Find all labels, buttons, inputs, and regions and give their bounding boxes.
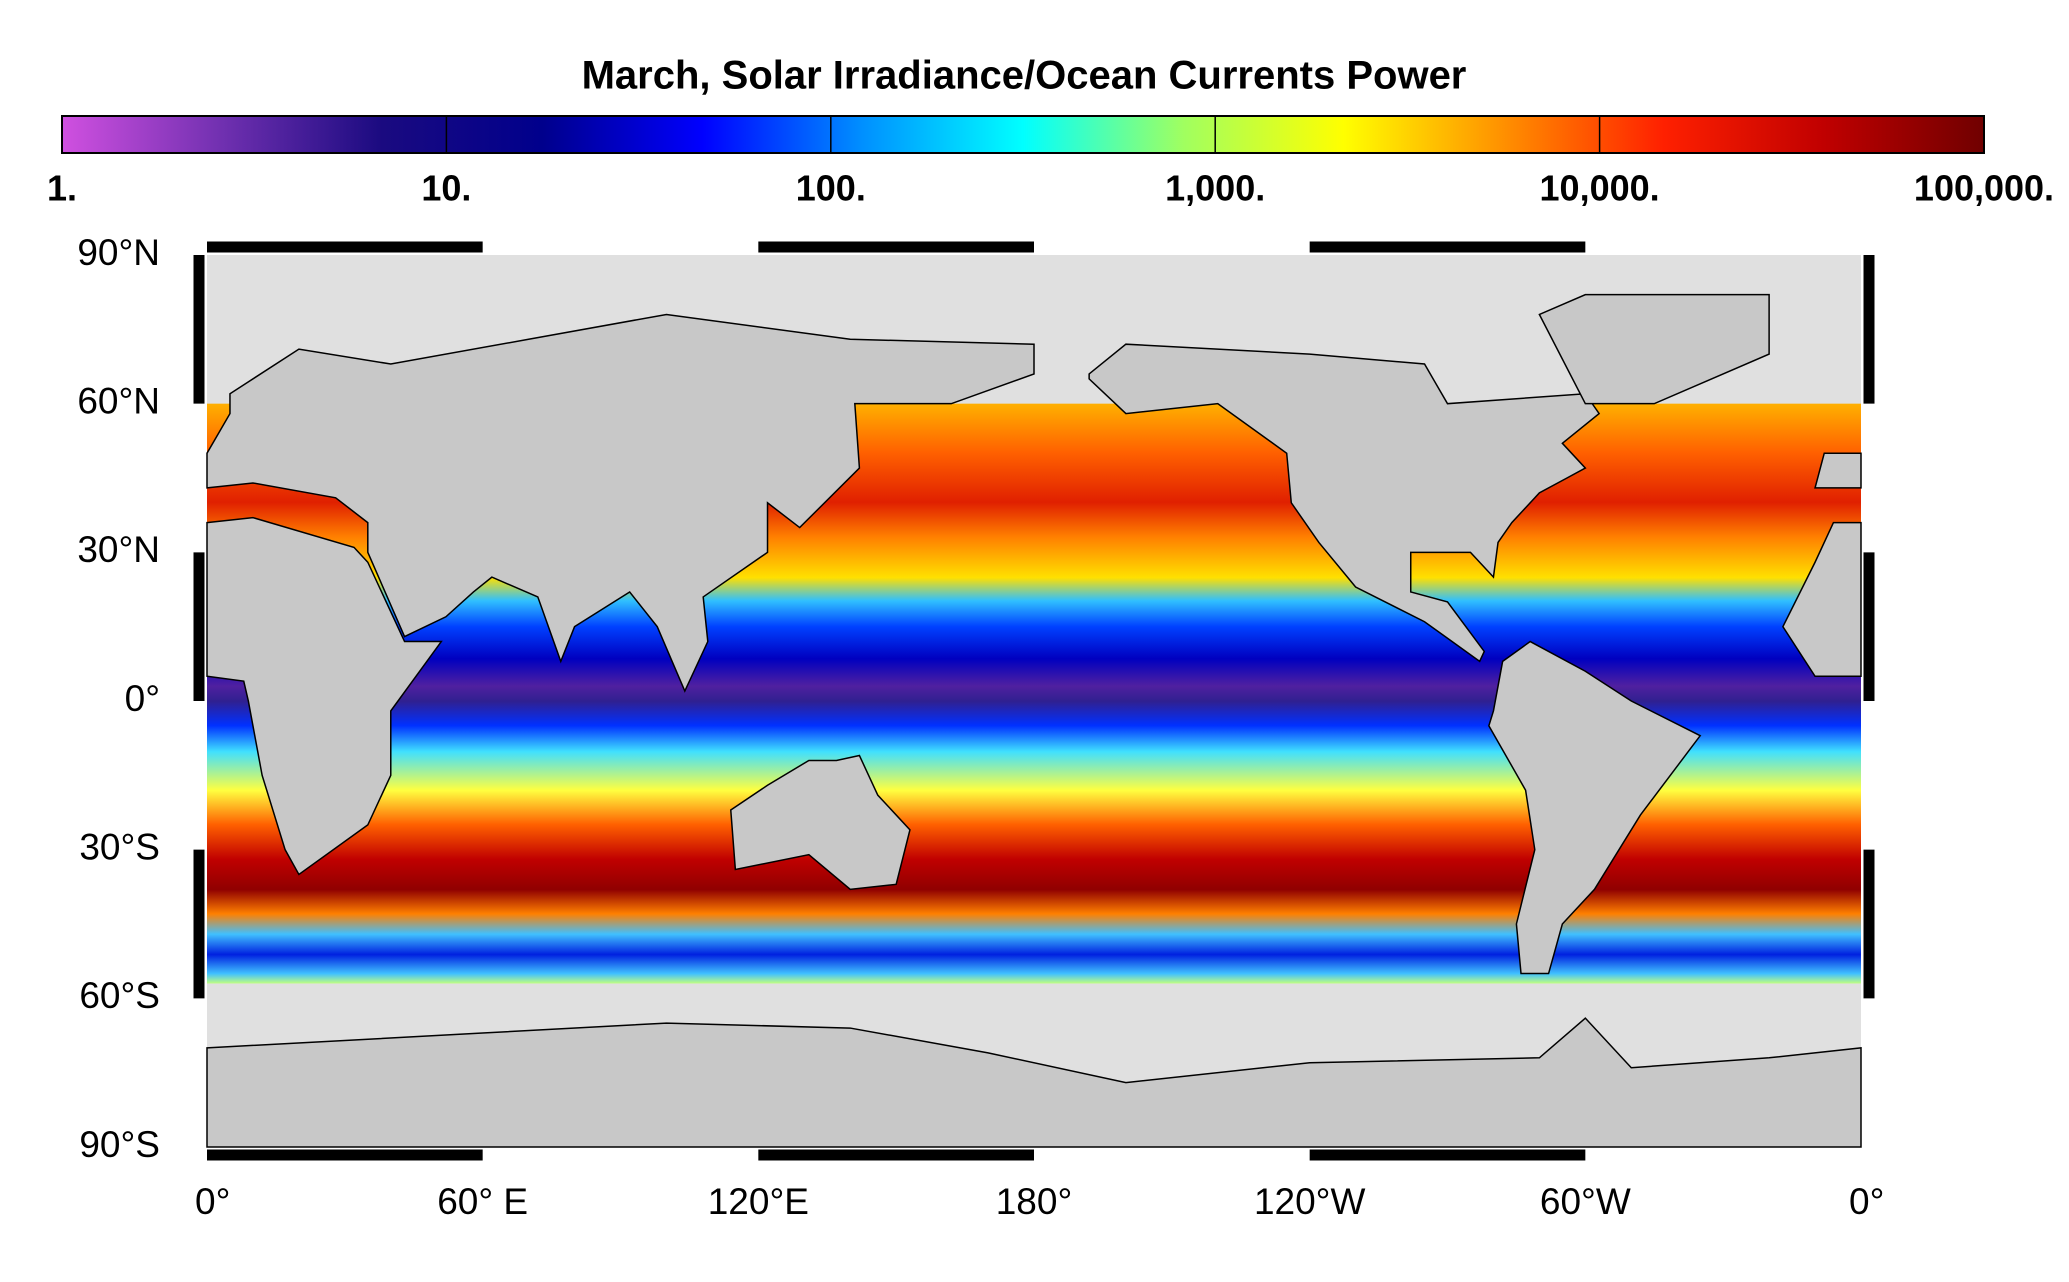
land [1814, 452, 1862, 489]
x-tick-label: 120°W [1254, 1181, 1366, 1222]
x-tick-label: 120°E [708, 1181, 809, 1222]
land [1488, 640, 1702, 975]
y-tick-label: 30°S [79, 826, 160, 867]
map [206, 255, 1862, 1148]
x-tick-label: 60°W [1540, 1181, 1631, 1222]
y-tick-label: 30°N [77, 529, 160, 570]
land [1782, 521, 1862, 677]
y-tick-label: 60°S [79, 975, 160, 1016]
x-tick-label: 60° E [437, 1181, 528, 1222]
colorbar-tick-label: 10,000. [1540, 168, 1660, 209]
colorbar-tick-label: 100,000. [1914, 168, 2054, 209]
x-tick-label: 180° [996, 1181, 1073, 1222]
colorbar [61, 115, 1985, 154]
y-tick-label: 90°N [77, 232, 160, 273]
colorbar-tick-label: 1,000. [1165, 168, 1265, 209]
colorbar-tick-label: 10. [421, 168, 471, 209]
land [206, 1017, 1862, 1148]
land [206, 516, 443, 876]
chart-title: March, Solar Irradiance/Ocean Currents P… [582, 54, 1467, 98]
land [1538, 293, 1770, 405]
y-tick-label: 60°N [77, 380, 160, 421]
colorbar-tick-label: 100. [796, 168, 866, 209]
y-tick-label: 0° [125, 678, 160, 719]
land [206, 313, 1035, 693]
y-tick-label: 90°S [79, 1124, 160, 1165]
x-tick-label: 0° [195, 1181, 230, 1222]
land [729, 754, 911, 891]
land [1088, 343, 1601, 663]
colorbar-tick-label: 1. [47, 168, 77, 209]
x-tick-label: 0° [1849, 1181, 1884, 1222]
